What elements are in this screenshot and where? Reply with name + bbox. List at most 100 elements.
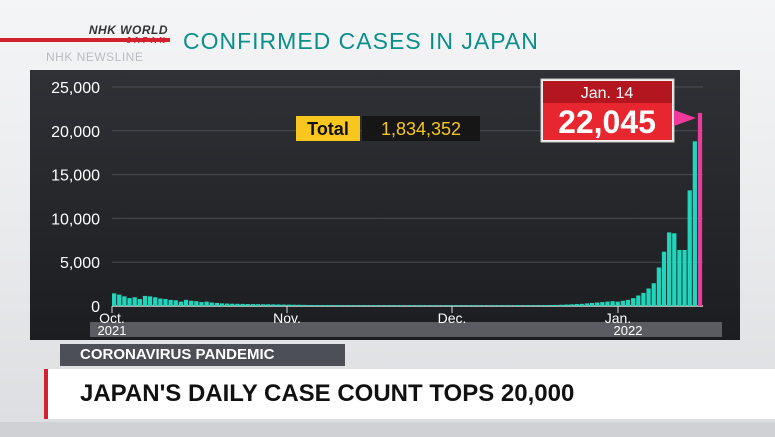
- highlight-bar: [697, 112, 703, 306]
- bar: [420, 305, 425, 306]
- bar: [610, 301, 615, 306]
- bar: [117, 294, 122, 306]
- bar: [687, 190, 692, 306]
- x-tick-label: Oct.: [99, 310, 125, 326]
- x-tick-label: Jan.: [605, 310, 631, 326]
- bar: [430, 305, 435, 306]
- bar: [255, 304, 261, 306]
- bar: [286, 304, 291, 306]
- page-title: CONFIRMED CASES IN JAPAN: [183, 28, 539, 54]
- bar: [471, 305, 476, 306]
- bar: [461, 305, 466, 306]
- bar: [297, 304, 302, 306]
- bar: [446, 305, 451, 306]
- bar: [672, 233, 677, 306]
- bar: [651, 283, 656, 306]
- bar: [194, 301, 199, 306]
- bar: [528, 305, 533, 306]
- bar: [553, 304, 559, 306]
- bar: [476, 305, 482, 306]
- bar: [487, 305, 492, 306]
- bar: [404, 305, 410, 306]
- bar: [302, 304, 307, 306]
- bar: [332, 305, 338, 306]
- program-watermark: NHK NEWSLINE: [46, 50, 144, 64]
- bar: [661, 251, 667, 306]
- bar: [173, 300, 178, 306]
- year-strip: [90, 322, 722, 337]
- bar: [142, 295, 148, 306]
- bar: [410, 305, 415, 306]
- bar: [605, 301, 610, 306]
- bar: [343, 305, 348, 306]
- bar: [147, 296, 153, 306]
- bar: [127, 298, 132, 306]
- bar: [574, 303, 579, 306]
- bar: [312, 305, 317, 306]
- total-value: 1,834,352: [381, 119, 461, 139]
- y-tick-label: 25,000: [51, 80, 100, 97]
- bar: [368, 305, 374, 306]
- x-tick-label: Dec.: [438, 310, 467, 326]
- bar: [595, 302, 600, 306]
- bar: [199, 302, 204, 306]
- bar: [569, 304, 574, 306]
- bar: [692, 141, 697, 306]
- peak-value: 22,045: [558, 104, 656, 140]
- bar: [158, 298, 163, 306]
- bar: [137, 298, 142, 306]
- bar: [353, 305, 358, 306]
- bar: [502, 305, 507, 306]
- bar: [641, 292, 646, 306]
- bar: [656, 267, 661, 306]
- bar: [451, 305, 456, 306]
- bar: [543, 305, 548, 306]
- total-label: Total: [307, 119, 349, 139]
- bar: [245, 303, 250, 306]
- bar: [466, 305, 471, 306]
- peak-callout: Jan. 14 22,045: [540, 78, 696, 143]
- bar: [261, 304, 266, 306]
- bar: [533, 305, 538, 306]
- bar: [600, 302, 605, 306]
- bar: [384, 305, 389, 306]
- bar: [250, 304, 255, 306]
- news-headline: JAPAN'S DAILY CASE COUNT TOPS 20,000: [44, 369, 775, 419]
- bottom-strip: [0, 422, 775, 437]
- bar: [564, 304, 569, 306]
- y-tick-label: 15,000: [51, 168, 100, 185]
- bar: [271, 304, 276, 306]
- y-tick-label: 0: [91, 299, 100, 316]
- bar: [327, 305, 333, 306]
- bar: [507, 305, 512, 306]
- bar: [399, 305, 405, 306]
- bar: [379, 305, 384, 306]
- bar: [677, 249, 682, 306]
- bar: [214, 302, 220, 306]
- bar: [209, 302, 214, 306]
- bar: [517, 305, 523, 306]
- bar: [266, 304, 271, 306]
- bar: [348, 305, 353, 306]
- bar: [682, 249, 687, 306]
- bar: [456, 305, 461, 306]
- cases-bar-chart: 0 5,000 10,000 15,000 20,000 25,000 Oct. Nov. D…: [30, 70, 740, 340]
- y-tick-label: 5,000: [60, 255, 100, 272]
- bar: [230, 303, 235, 306]
- y-tick-label: 10,000: [51, 211, 100, 228]
- bar: [435, 305, 441, 306]
- bar: [389, 305, 394, 306]
- year-label: 2021: [98, 323, 127, 338]
- bar: [189, 300, 194, 306]
- bar: [440, 305, 446, 306]
- bar: [322, 305, 327, 306]
- year-label: 2022: [614, 323, 643, 338]
- x-tick-label: Nov.: [273, 310, 301, 326]
- bar: [589, 302, 595, 306]
- callout-pointer: [674, 110, 696, 126]
- bar: [415, 305, 420, 306]
- bar: [112, 293, 117, 306]
- bar: [497, 305, 502, 306]
- bar: [219, 303, 225, 306]
- category-tag: CORONAVIRUS PANDEMIC: [60, 344, 345, 366]
